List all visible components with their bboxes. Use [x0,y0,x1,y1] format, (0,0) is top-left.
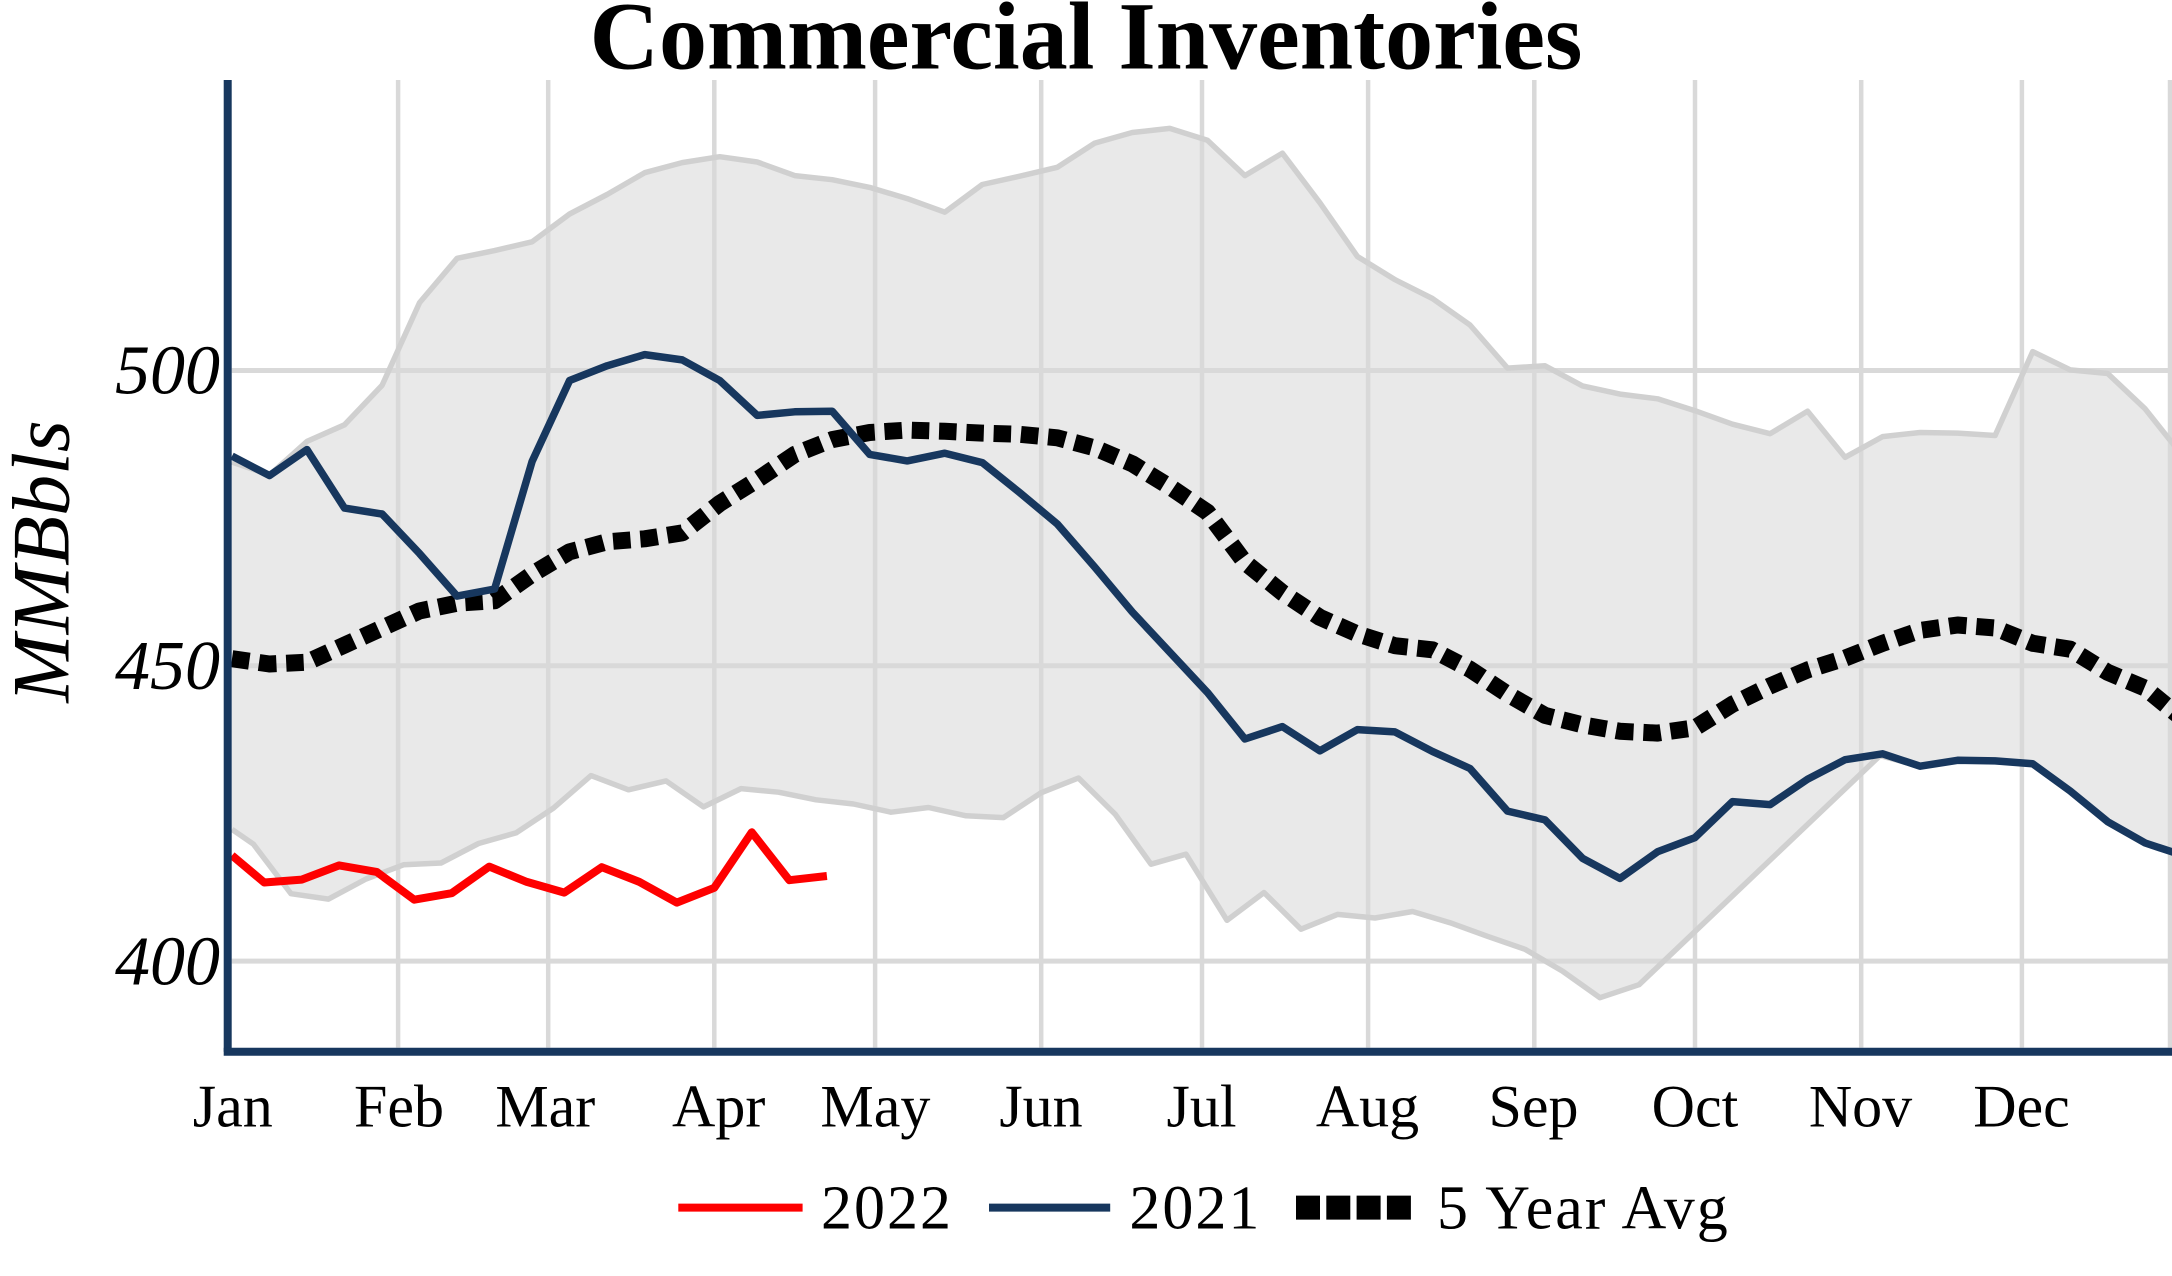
svg-text:5 Year Avg: 5 Year Avg [1437,1174,1730,1242]
svg-text:450: 450 [115,628,220,705]
svg-text:Sep: Sep [1489,1074,1579,1140]
svg-text:May: May [820,1074,930,1140]
svg-text:Apr: Apr [672,1074,765,1140]
svg-text:500: 500 [115,333,220,410]
svg-text:Jul: Jul [1166,1074,1236,1140]
svg-text:Aug: Aug [1316,1074,1419,1140]
svg-text:Dec: Dec [1973,1074,2070,1140]
svg-text:Jun: Jun [999,1074,1082,1140]
svg-text:2021: 2021 [1129,1174,1261,1242]
svg-text:Jan: Jan [193,1074,273,1140]
svg-text:Oct: Oct [1652,1074,1739,1140]
svg-text:Nov: Nov [1809,1074,1912,1140]
svg-text:2022: 2022 [821,1174,953,1242]
svg-text:400: 400 [115,923,220,1000]
svg-text:Mar: Mar [495,1074,595,1140]
svg-text:Feb: Feb [354,1074,444,1140]
svg-text:MMBbls: MMBbls [0,420,86,703]
svg-text:Commercial Inventories: Commercial Inventories [590,0,1583,90]
